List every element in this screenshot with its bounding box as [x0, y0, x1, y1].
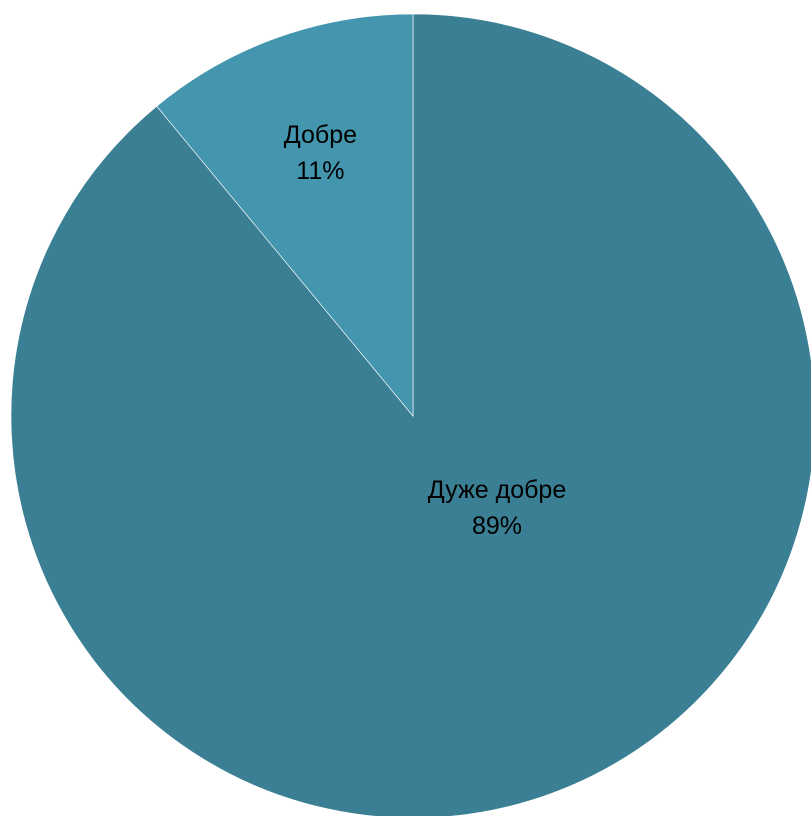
slice-percent-label: 89% — [472, 512, 522, 540]
pie-slice-0 — [10, 13, 811, 816]
pie-slices — [10, 13, 811, 816]
slice-percent-label: 11% — [296, 157, 344, 185]
pie-labels: Дуже добре 89% Добре 11% — [284, 121, 566, 540]
slice-name-label: Добре — [284, 121, 357, 149]
slice-name-label: Дуже добре — [428, 476, 566, 504]
pie-slice-1 — [156, 13, 414, 417]
